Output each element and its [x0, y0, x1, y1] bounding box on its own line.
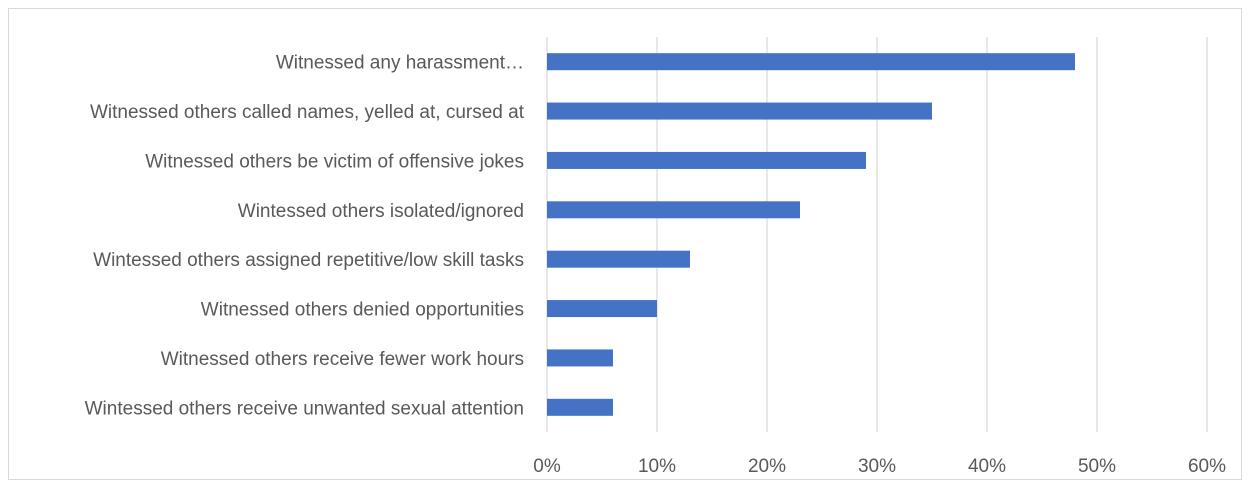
category-label: Witnessed any harassment… — [276, 53, 524, 74]
category-label: Witnessed others receive fewer work hour… — [161, 349, 524, 370]
grid-lines — [546, 37, 1208, 432]
x-tick-labels: 0% 10% 20% 30% 40% 50% 60% — [533, 456, 1226, 477]
category-labels: Witnessed any harassment… Witnessed other… — [85, 53, 525, 420]
category-label: Witnessed others be victim of offensive … — [145, 151, 524, 172]
bar — [547, 349, 613, 367]
x-tick-label: 30% — [858, 456, 896, 477]
x-tick-label: 0% — [533, 456, 561, 477]
chart-frame — [8, 8, 1242, 480]
bar — [547, 398, 613, 416]
bar — [547, 151, 866, 169]
bar — [547, 102, 932, 120]
x-tick-label: 50% — [1078, 456, 1116, 477]
bar — [547, 250, 690, 268]
bars — [547, 53, 1075, 416]
category-label: Witnessed others denied opportunities — [201, 300, 524, 321]
x-tick-label: 10% — [638, 456, 676, 477]
bar — [547, 201, 800, 219]
category-label: Wintessed others receive unwanted sexual… — [85, 398, 524, 419]
category-label: Witnessed others called names, yelled at… — [90, 102, 525, 123]
bar — [547, 53, 1075, 71]
category-label: Wintessed others isolated/ignored — [238, 201, 524, 222]
x-tick-label: 20% — [748, 456, 786, 477]
category-label: Wintessed others assigned repetitive/low… — [93, 250, 524, 271]
x-tick-label: 60% — [1188, 456, 1226, 477]
x-tick-label: 40% — [968, 456, 1006, 477]
bar — [547, 300, 657, 318]
